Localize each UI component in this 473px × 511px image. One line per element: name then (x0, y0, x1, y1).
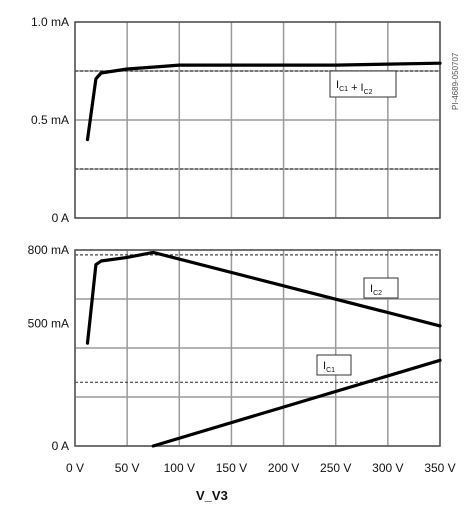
x-tick-label: 0 V (66, 461, 84, 475)
x-axis-title: V_V3 (196, 488, 228, 503)
series-label-ic2: IC2 (363, 277, 399, 299)
series-label-box (316, 354, 352, 376)
x-tick-label: 50 V (115, 461, 140, 475)
y-tick-label: 800 mA (28, 243, 69, 257)
x-tick-label: 150 V (216, 461, 247, 475)
chart-panel-2: 0 A 500 mA 800 mA (28, 243, 442, 453)
x-tick-label: 350 V (424, 461, 455, 475)
x-tick-label: 200 V (268, 461, 299, 475)
x-tick-label: 300 V (372, 461, 403, 475)
series-line-ic2 (85, 250, 442, 345)
figure-id-annotation: PI-4689-050707 (451, 52, 460, 110)
y-tick-label: 0 A (52, 439, 69, 453)
series-label-box (363, 277, 399, 299)
y-tick-label: 1.0 mA (31, 15, 69, 29)
x-tick-label: 100 V (164, 461, 195, 475)
series-label-ic1: IC1 (316, 354, 352, 376)
series-line-ic1 (151, 358, 442, 448)
series-label-text: IC1 + IC2 (336, 79, 373, 96)
series-label-text: IC1 (323, 360, 335, 374)
y-tick-label: 500 mA (28, 317, 69, 331)
x-tick-label: 250 V (320, 461, 351, 475)
series-label-ic1-ic2: IC1 + IC2 (329, 70, 397, 98)
plot-frame (74, 21, 441, 219)
chart-panel-1: 0 A 0.5 mA 1.0 mA (31, 15, 442, 225)
plot-frame (74, 249, 441, 447)
series-label-text: IC2 (370, 283, 382, 297)
y-tick-label: 0.5 mA (31, 113, 69, 127)
series-label-box (329, 70, 397, 98)
series-line-ic1-ic2 (85, 61, 442, 142)
y-tick-label: 0 A (52, 211, 69, 225)
